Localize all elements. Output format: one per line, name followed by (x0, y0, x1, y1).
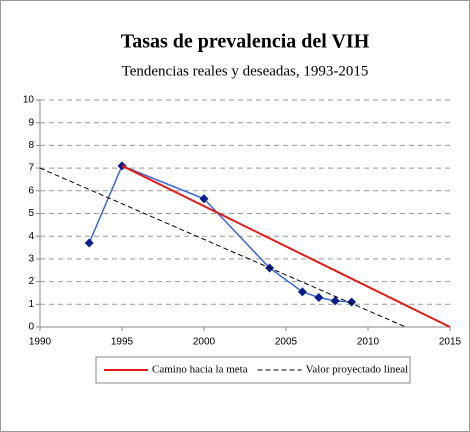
data-point (199, 194, 209, 204)
data-point (314, 292, 324, 302)
y-tick-label: 0 (28, 322, 34, 333)
y-tick-label: 3 (28, 254, 34, 265)
x-tick-label: 2010 (357, 337, 380, 348)
data-point (330, 296, 340, 306)
legend-label: Camino hacia la meta (152, 364, 248, 376)
x-tick-label: 2015 (439, 337, 462, 348)
data-point (297, 287, 307, 297)
chart-subtitle: Tendencias reales y deseadas, 1993-2015 (122, 63, 369, 79)
x-tick-label: 1995 (111, 337, 134, 348)
y-tick-label: 7 (28, 163, 34, 174)
x-tick-label: 2000 (193, 337, 216, 348)
series-line (39, 167, 406, 328)
y-tick-label: 10 (23, 95, 35, 106)
legend-box (95, 356, 411, 384)
y-tick-label: 2 (28, 276, 34, 287)
x-tick-label: 2005 (275, 337, 298, 348)
y-tick-label: 9 (28, 117, 34, 128)
y-tick-label: 4 (28, 231, 34, 242)
data-point (84, 238, 94, 248)
legend-label: Valor proyectado lineal (306, 364, 409, 376)
x-tick-label: 1990 (29, 337, 52, 348)
chart-title: Tasas de prevalencia del VIH (121, 31, 370, 53)
y-tick-label: 1 (28, 299, 34, 310)
y-tick-label: 6 (28, 185, 34, 196)
series-line (121, 164, 451, 328)
y-tick-label: 5 (28, 208, 34, 219)
data-point (347, 297, 357, 307)
y-tick-label: 8 (28, 140, 34, 151)
